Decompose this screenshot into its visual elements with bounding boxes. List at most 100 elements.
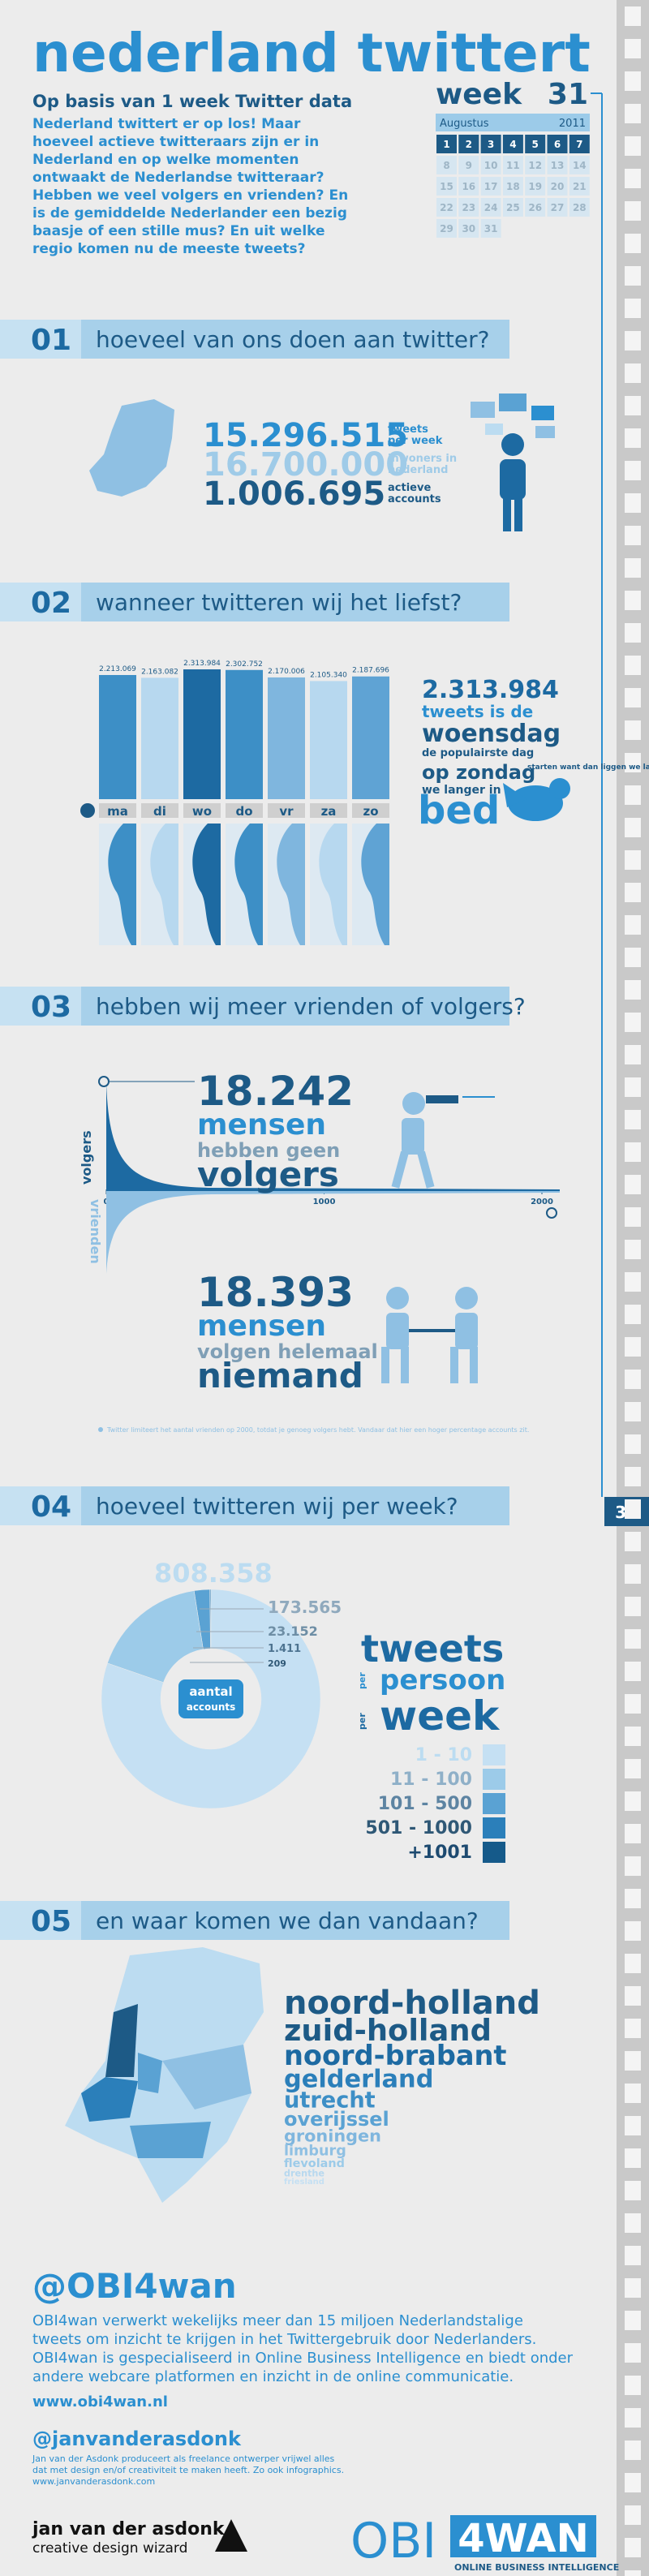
- region-map: [65, 1947, 264, 2203]
- film-hole: [625, 1337, 641, 1357]
- logo-4wan: 4WAN: [458, 2516, 589, 2561]
- calendar-day: [569, 156, 590, 174]
- film-hole: [625, 2441, 641, 2460]
- film-hole: [625, 1272, 641, 1292]
- count-value: 18.242: [197, 1068, 354, 1115]
- stat-label: tweets: [388, 424, 428, 436]
- film-hole: [625, 883, 641, 902]
- film-hole: [625, 1791, 641, 1811]
- legend-swatch: [483, 1842, 505, 1863]
- film-hole: [625, 331, 641, 350]
- day-label-box: [226, 803, 263, 818]
- stat-value: 15.296.515: [203, 417, 408, 454]
- calendar-day: [502, 135, 523, 153]
- day-bar: [352, 676, 389, 799]
- section-title: hoeveel van ons doen aan twitter?: [96, 326, 490, 353]
- marker: [546, 1207, 557, 1219]
- calendar-day: [547, 156, 568, 174]
- film-hole: [625, 6, 641, 26]
- day-label: za: [321, 804, 337, 819]
- calendar-day-label: 16: [462, 181, 475, 192]
- film-hole: [625, 1013, 641, 1032]
- calendar-day-label: 18: [506, 181, 520, 192]
- day-value-label: 2.302.752: [226, 660, 263, 669]
- film-hole: [625, 1727, 641, 1746]
- calendar-day-label: 12: [528, 160, 542, 171]
- calendar-day-label: 26: [528, 202, 542, 213]
- film-hole: [625, 1759, 641, 1778]
- bird-icon: [503, 778, 570, 821]
- calendar-day-label: 14: [573, 160, 587, 171]
- section-title: wanneer twitteren wij het liefst?: [96, 589, 462, 616]
- calendar-day: [480, 135, 501, 153]
- film-hole: [625, 1370, 641, 1389]
- day-value-label: 2.187.696: [352, 667, 389, 675]
- calendar-day-label: 22: [440, 202, 453, 213]
- film-hole: [625, 656, 641, 675]
- calendar-day-label: 30: [462, 223, 475, 234]
- calendar-day: [547, 198, 568, 217]
- film-hole: [625, 104, 641, 123]
- calendar-day-label: 31: [484, 223, 498, 234]
- film-hole: [625, 623, 641, 643]
- calendar-day: [547, 135, 568, 153]
- hour-curve: [361, 824, 389, 945]
- calendar-day: [436, 135, 457, 153]
- calendar-day: [525, 156, 546, 174]
- tweets-heading: week: [380, 1692, 501, 1740]
- day-note-value: 2.313.984: [422, 676, 559, 704]
- film-hole: [625, 1662, 641, 1681]
- film-hole: [625, 2570, 641, 2576]
- film-hole: [625, 1467, 641, 1486]
- calendar-day-label: 1: [443, 139, 449, 150]
- footer-text: tweets om inzicht te krijgen in het Twit…: [32, 2331, 536, 2348]
- donut-value-label: 1.411: [268, 1643, 301, 1655]
- day-note-line: bed: [418, 788, 500, 833]
- section-number: 05: [31, 1905, 71, 1938]
- region-name: flevoland: [284, 2157, 345, 2170]
- section-band: [0, 1901, 509, 1940]
- film-hole: [625, 201, 641, 221]
- film-hole: [625, 2148, 641, 2168]
- designer-text: dat met design en/of creativiteit te mak…: [32, 2465, 344, 2475]
- hour-curve: [192, 824, 221, 945]
- logo-box: [450, 2515, 596, 2557]
- x-tick-label: 1000: [313, 1198, 336, 1206]
- film-hole: [625, 688, 641, 707]
- film-hole: [625, 2181, 641, 2200]
- film-hole: [625, 1629, 641, 1649]
- film-hole: [625, 493, 641, 513]
- calendar-day: [436, 219, 457, 238]
- intro-line: ontwaakt de Nederlandse twitteraar?: [32, 170, 324, 186]
- hour-curve: [108, 824, 136, 945]
- footer-text: andere webcare platformen en inzicht in …: [32, 2368, 514, 2385]
- day-label: wo: [192, 804, 212, 819]
- calendar-day: [525, 135, 546, 153]
- hour-curve: [150, 824, 178, 945]
- person-icon: [471, 393, 555, 531]
- persons-walking: [381, 1287, 478, 1383]
- film-hole: [625, 1077, 641, 1097]
- section-band: [0, 320, 509, 359]
- film-hole: [625, 71, 641, 91]
- calendar-day-label: 28: [573, 202, 587, 213]
- film-hole: [625, 1434, 641, 1454]
- calendar-day: [436, 198, 457, 217]
- calendar-day: [458, 177, 479, 196]
- day-bar: [268, 677, 305, 799]
- calendar-day-label: 21: [573, 181, 587, 192]
- logo-obi: OBI: [350, 2513, 436, 2570]
- film-hole: [625, 1142, 641, 1162]
- day-label-box: [141, 803, 178, 818]
- film-hole: [625, 1305, 641, 1324]
- count-line: volgen helemaal: [197, 1340, 378, 1363]
- section-number: 02: [31, 587, 71, 620]
- film-hole: [625, 591, 641, 610]
- calendar-day-label: 27: [551, 202, 565, 213]
- section-number-band: [0, 1901, 81, 1940]
- day-bar: [99, 674, 136, 799]
- film-hole: [625, 1532, 641, 1551]
- day-label-box: [268, 803, 305, 818]
- film-hole: [625, 948, 641, 967]
- section-title: hebben wij meer vrienden of volgers?: [96, 993, 526, 1020]
